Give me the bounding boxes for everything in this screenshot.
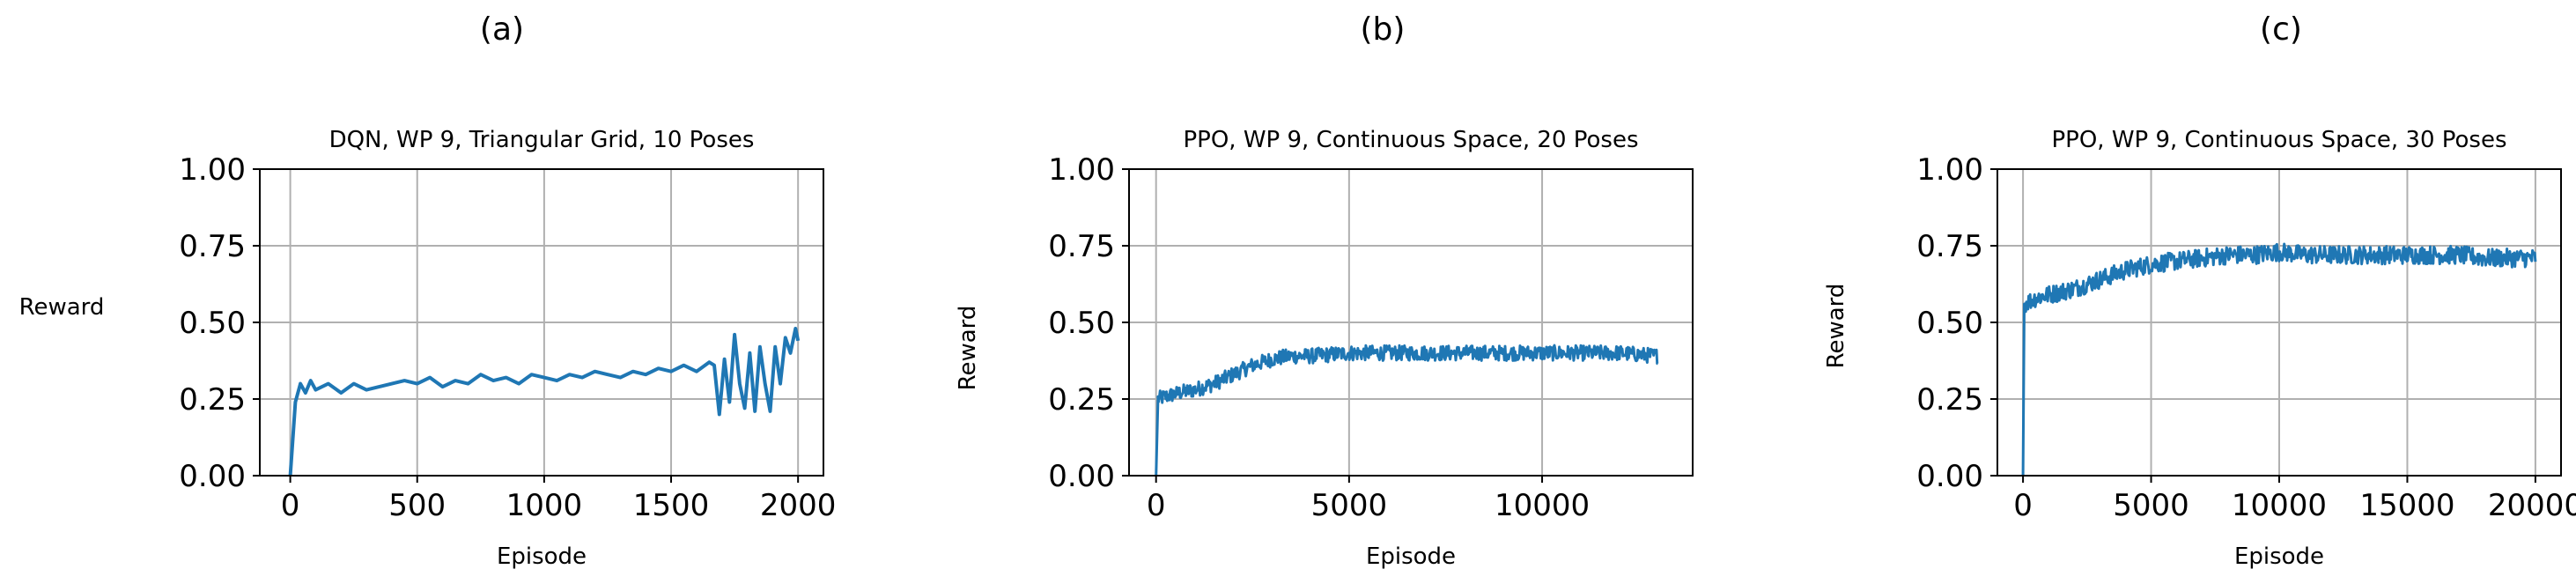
chart-title: PPO, WP 9, Continuous Space, 20 Poses bbox=[1183, 127, 1638, 153]
x-tick-label: 5000 bbox=[1311, 488, 1388, 523]
y-tick-label: 0.50 bbox=[1048, 306, 1115, 341]
x-tick-label: 10000 bbox=[1495, 488, 1590, 523]
y-tick-label: 0.75 bbox=[1916, 229, 1983, 264]
y-tick-label: 0.25 bbox=[179, 382, 246, 418]
panel-label: (b) bbox=[1361, 11, 1406, 48]
x-tick-label: 1500 bbox=[633, 488, 710, 523]
x-axis-label: Episode bbox=[1366, 543, 1456, 570]
y-tick-label: 0.00 bbox=[1916, 459, 1983, 494]
x-tick-label: 10000 bbox=[2232, 488, 2327, 523]
x-tick-label: 500 bbox=[388, 488, 446, 523]
y-tick-label: 0.00 bbox=[179, 459, 246, 494]
x-axis-label: Episode bbox=[497, 543, 587, 570]
series-line bbox=[1155, 344, 1659, 477]
y-tick-label: 0.75 bbox=[1048, 229, 1115, 264]
x-tick-label: 5000 bbox=[2113, 488, 2189, 523]
chart-title: DQN, WP 9, Triangular Grid, 10 Poses bbox=[329, 127, 755, 153]
x-tick-label: 20000 bbox=[2488, 488, 2576, 523]
series-line bbox=[288, 327, 801, 477]
y-axis-label: Reward bbox=[19, 294, 105, 321]
y-tick-label: 0.25 bbox=[1048, 382, 1115, 418]
x-tick-label: 0 bbox=[2013, 488, 2033, 523]
x-tick-label: 0 bbox=[1147, 488, 1166, 523]
x-tick-label: 1000 bbox=[506, 488, 583, 523]
chart-panel-2: (c) PPO, WP 9, Continuous Space, 30 Poses… bbox=[1823, 11, 2576, 570]
x-axis-label: Episode bbox=[2234, 543, 2324, 570]
y-tick-label: 0.75 bbox=[179, 229, 246, 264]
y-axis-label: Reward bbox=[955, 306, 981, 391]
x-tick-label: 0 bbox=[281, 488, 300, 523]
x-tick-label: 15000 bbox=[2359, 488, 2454, 523]
y-tick-label: 1.00 bbox=[179, 152, 246, 188]
panel-label: (a) bbox=[480, 11, 524, 48]
y-axis-label: Reward bbox=[1823, 284, 1849, 369]
y-tick-label: 0.00 bbox=[1048, 459, 1115, 494]
chart-panel-0: (a) DQN, WP 9, Triangular Grid, 10 Poses 0… bbox=[19, 11, 837, 570]
y-tick-label: 0.25 bbox=[1916, 382, 1983, 418]
chart-title: PPO, WP 9, Continuous Space, 30 Poses bbox=[2051, 127, 2506, 153]
y-tick-label: 0.50 bbox=[179, 306, 246, 341]
y-tick-label: 0.50 bbox=[1916, 306, 1983, 341]
chart-panel-1: (b) PPO, WP 9, Continuous Space, 20 Poses… bbox=[955, 11, 1694, 570]
x-tick-label: 2000 bbox=[760, 488, 837, 523]
series-line bbox=[2021, 242, 2537, 477]
y-tick-label: 1.00 bbox=[1048, 152, 1115, 188]
panel-label: (c) bbox=[2260, 11, 2302, 48]
y-tick-label: 1.00 bbox=[1916, 152, 1983, 188]
